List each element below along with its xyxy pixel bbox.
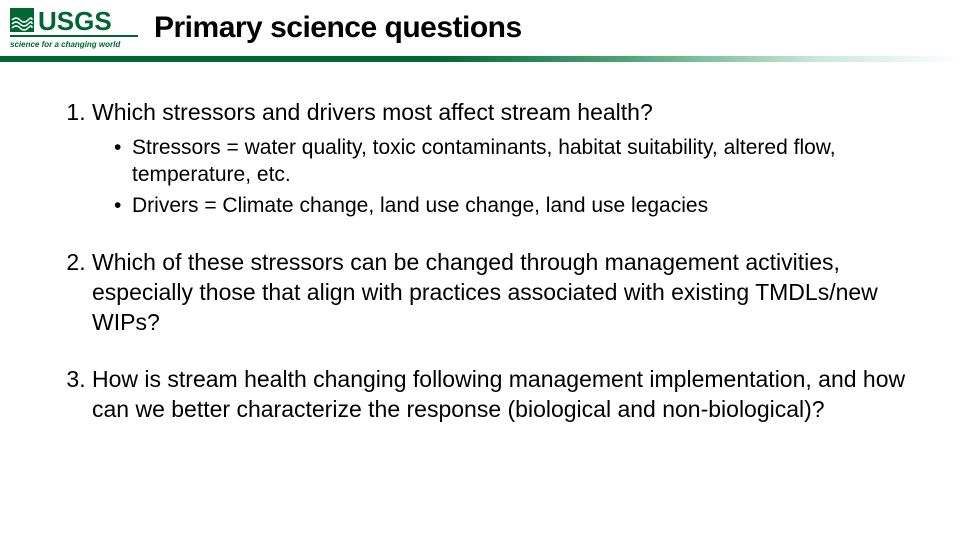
- list-item: Which of these stressors can be changed …: [92, 248, 912, 338]
- list-item-text: How is stream health changing following …: [92, 366, 905, 422]
- list-item-text: Which of these stressors can be changed …: [92, 249, 878, 335]
- sub-list-item: Stressors = water quality, toxic contami…: [114, 134, 912, 189]
- page-title: Primary science questions: [154, 11, 522, 45]
- usgs-logo-icon: USGS science for a changing world: [10, 6, 140, 50]
- slide: USGS science for a changing world Primar…: [0, 0, 960, 540]
- list-item: How is stream health changing following …: [92, 365, 912, 425]
- list-item-text: Which stressors and drivers most affect …: [92, 99, 653, 125]
- header: USGS science for a changing world Primar…: [0, 0, 960, 56]
- sub-list-item: Drivers = Climate change, land use chang…: [114, 192, 912, 219]
- usgs-logo: USGS science for a changing world: [10, 6, 140, 50]
- list-item: Which stressors and drivers most affect …: [92, 98, 912, 220]
- usgs-tagline: science for a changing world: [10, 40, 121, 49]
- content-body: Which stressors and drivers most affect …: [0, 62, 960, 425]
- questions-list: Which stressors and drivers most affect …: [48, 98, 912, 425]
- sub-list: Stressors = water quality, toxic contami…: [92, 134, 912, 220]
- usgs-text: USGS: [38, 6, 112, 36]
